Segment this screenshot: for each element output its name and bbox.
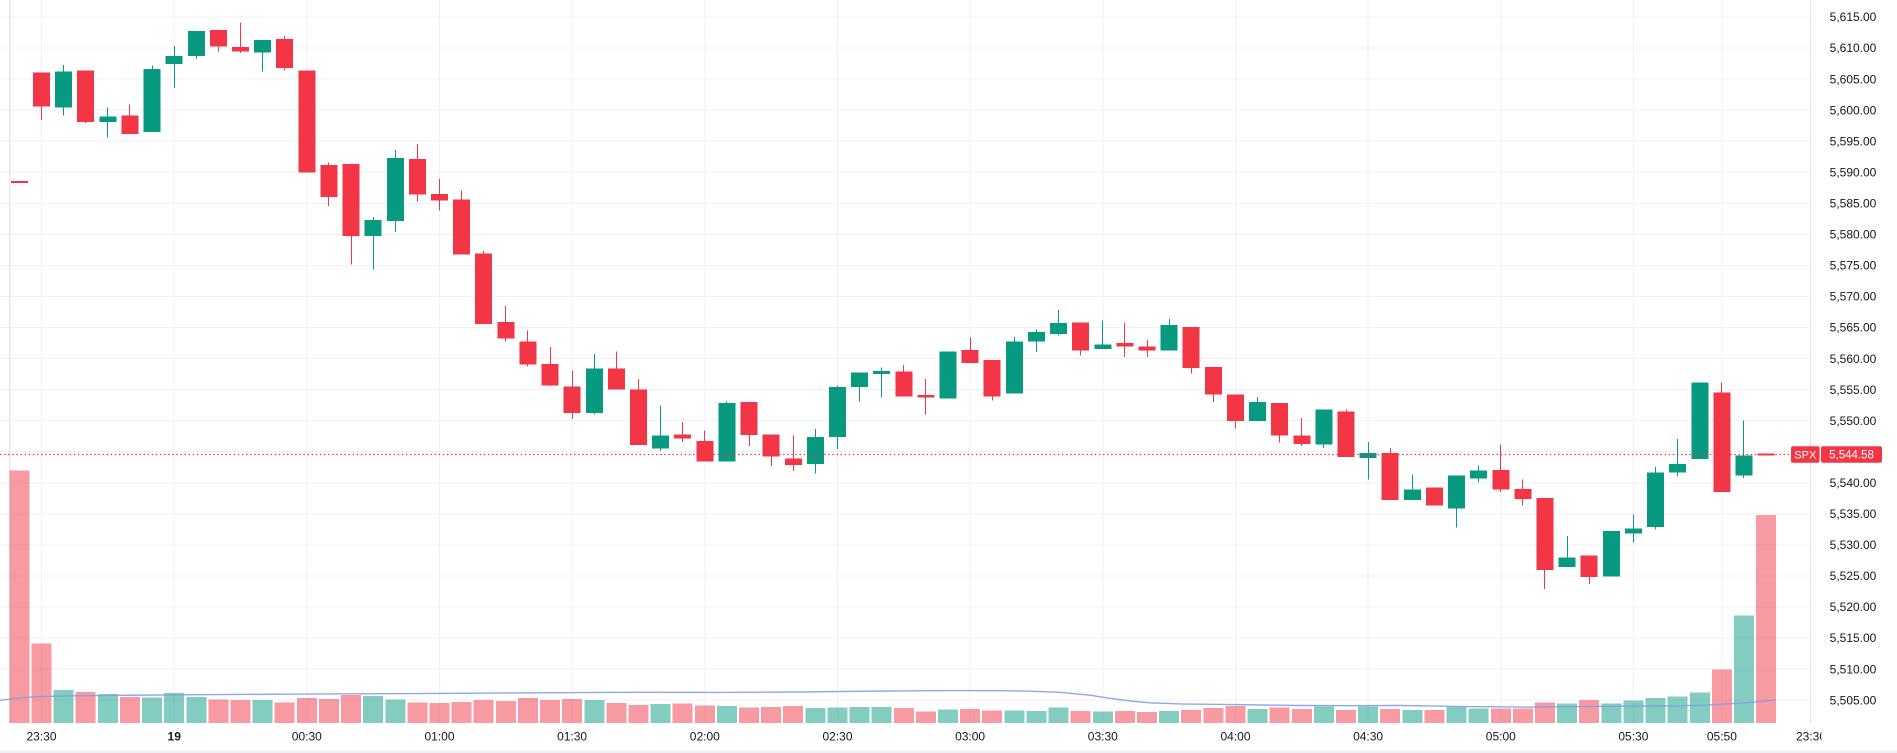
svg-text:19: 19 xyxy=(168,730,182,744)
svg-text:5,585.00: 5,585.00 xyxy=(1830,197,1877,211)
svg-text:5,515.00: 5,515.00 xyxy=(1830,631,1877,645)
svg-text:5,505.00: 5,505.00 xyxy=(1830,693,1877,707)
svg-text:5,560.00: 5,560.00 xyxy=(1830,352,1877,366)
svg-text:5,520.00: 5,520.00 xyxy=(1830,600,1877,614)
svg-text:5,575.00: 5,575.00 xyxy=(1830,259,1877,273)
svg-text:SPX: SPX xyxy=(1794,449,1817,461)
svg-text:03:00: 03:00 xyxy=(955,730,985,744)
svg-text:5,615.00: 5,615.00 xyxy=(1830,10,1877,24)
svg-text:5,535.00: 5,535.00 xyxy=(1830,507,1877,521)
svg-text:5,525.00: 5,525.00 xyxy=(1830,569,1877,583)
svg-text:5,555.00: 5,555.00 xyxy=(1830,383,1877,397)
svg-text:5,600.00: 5,600.00 xyxy=(1830,103,1877,117)
svg-text:03:30: 03:30 xyxy=(1088,730,1118,744)
svg-text:02:00: 02:00 xyxy=(690,730,720,744)
svg-text:05:00: 05:00 xyxy=(1486,730,1516,744)
svg-text:5,510.00: 5,510.00 xyxy=(1830,662,1877,676)
svg-text:5,550.00: 5,550.00 xyxy=(1830,414,1877,428)
svg-text:05:30: 05:30 xyxy=(1618,730,1648,744)
svg-text:04:00: 04:00 xyxy=(1220,730,1250,744)
svg-text:02:30: 02:30 xyxy=(822,730,852,744)
svg-text:23:30: 23:30 xyxy=(26,730,56,744)
svg-text:05:50: 05:50 xyxy=(1707,730,1737,744)
svg-text:5,530.00: 5,530.00 xyxy=(1830,538,1877,552)
svg-text:23:30: 23:30 xyxy=(1796,730,1826,744)
svg-text:5,610.00: 5,610.00 xyxy=(1830,41,1877,55)
svg-text:5,565.00: 5,565.00 xyxy=(1830,321,1877,335)
svg-text:01:00: 01:00 xyxy=(424,730,454,744)
svg-text:5,544.58: 5,544.58 xyxy=(1829,450,1874,462)
svg-text:5,605.00: 5,605.00 xyxy=(1830,72,1877,86)
svg-text:5,580.00: 5,580.00 xyxy=(1830,228,1877,242)
svg-text:5,570.00: 5,570.00 xyxy=(1830,290,1877,304)
svg-text:5,540.00: 5,540.00 xyxy=(1830,476,1877,490)
svg-text:01:30: 01:30 xyxy=(557,730,587,744)
svg-text:04:30: 04:30 xyxy=(1353,730,1383,744)
svg-text:00:30: 00:30 xyxy=(292,730,322,744)
svg-text:5,595.00: 5,595.00 xyxy=(1830,134,1877,148)
svg-text:5,590.00: 5,590.00 xyxy=(1830,165,1877,179)
